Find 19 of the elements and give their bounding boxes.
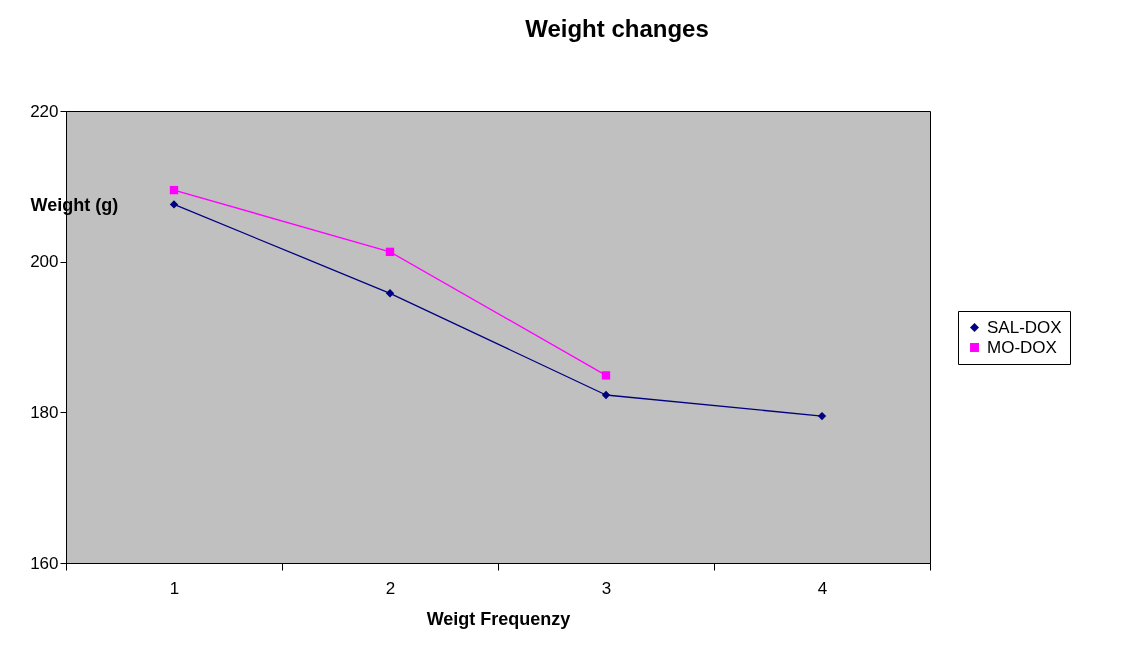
point — [817, 411, 827, 421]
x-axis-title: Weigt Frequenzy — [426, 608, 571, 629]
chart-title: Weight changes — [525, 15, 709, 42]
y-tick-label: 200 — [30, 252, 59, 272]
point — [385, 247, 395, 257]
point — [601, 371, 611, 380]
legend-label: SAL-DOX — [987, 317, 1062, 337]
x-tick-label: 3 — [601, 578, 612, 598]
point — [385, 289, 395, 298]
y-tick-label: 220 — [30, 101, 59, 121]
y-tick-label: 180 — [30, 402, 59, 422]
x-tick-label: 2 — [385, 578, 396, 598]
x-tick-label: 1 — [169, 578, 180, 598]
legend-label: MO-DOX — [987, 337, 1057, 357]
point — [601, 390, 611, 400]
point — [169, 185, 179, 195]
y-tick-label: 160 — [30, 553, 59, 573]
point — [169, 200, 179, 209]
x-tick-label: 4 — [817, 578, 828, 598]
